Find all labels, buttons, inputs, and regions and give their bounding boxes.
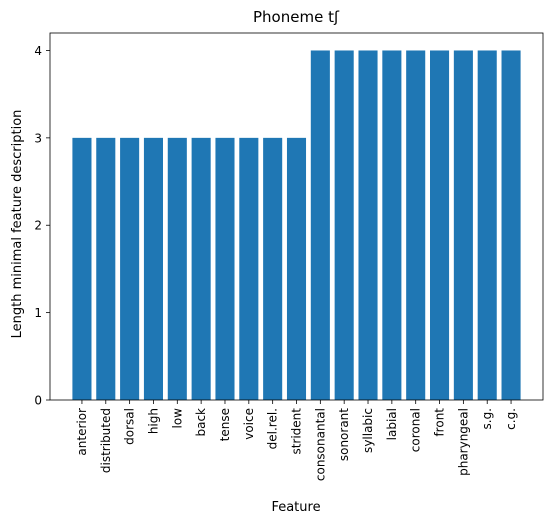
- x-tick-label: strident: [290, 408, 304, 455]
- x-tick-label: c.g.: [504, 408, 518, 430]
- bar-anterior: [72, 137, 92, 400]
- bar-s.g.: [477, 50, 497, 400]
- bar-front: [430, 50, 450, 400]
- bar-labial: [382, 50, 402, 400]
- x-tick-label: coronal: [409, 408, 423, 452]
- x-axis: anterior distributed dorsal high low back tens…: [75, 400, 518, 481]
- x-tick-label: voice: [242, 408, 256, 440]
- bar-coronal: [406, 50, 426, 400]
- bar-syllabic: [358, 50, 378, 400]
- chart-title: Phoneme tʃ: [253, 8, 340, 26]
- plot-frame: [49, 32, 544, 401]
- x-axis-label: Feature: [271, 500, 320, 515]
- bar-c.g.: [501, 50, 521, 400]
- x-tick-label: pharyngeal: [456, 408, 470, 476]
- x-tick-label: consonantal: [313, 408, 327, 481]
- bar-tense: [215, 137, 235, 400]
- x-tick-label: s.g.: [480, 408, 494, 430]
- bar-strident: [286, 137, 307, 400]
- x-tick-label: tense: [218, 408, 232, 441]
- y-tick-label: 0: [34, 394, 42, 408]
- y-tick-label: 2: [34, 219, 42, 233]
- bar-dorsal: [120, 137, 140, 400]
- bar-low: [167, 137, 187, 400]
- bar-high: [143, 137, 163, 400]
- y-tick-label: 4: [34, 44, 42, 58]
- x-tick-label: anterior: [75, 408, 89, 456]
- x-tick-label: labial: [385, 408, 399, 440]
- x-tick-label: dorsal: [123, 408, 137, 445]
- bar-pharyngeal: [453, 50, 473, 400]
- bar-consonantal: [310, 50, 330, 400]
- x-tick-label: syllabic: [361, 408, 375, 453]
- bars-group: [72, 50, 521, 400]
- bar-back: [191, 137, 211, 400]
- y-axis-label: Length minimal feature description: [10, 110, 25, 339]
- x-tick-label: del.rel.: [266, 408, 280, 449]
- x-tick-label: low: [170, 408, 184, 429]
- x-tick-label: sonorant: [337, 408, 351, 461]
- y-tick-label: 1: [34, 306, 42, 320]
- x-tick-label: front: [433, 408, 447, 437]
- y-tick-label: 3: [34, 131, 42, 145]
- bar-del.rel.: [263, 137, 283, 400]
- bar-sonorant: [334, 50, 354, 400]
- x-tick-label: distributed: [99, 408, 113, 473]
- x-tick-label: high: [146, 408, 160, 434]
- bar-distributed: [96, 137, 116, 400]
- bar-voice: [239, 137, 259, 400]
- x-tick-label: back: [194, 408, 208, 437]
- y-axis: 0 1 2 3 4: [34, 44, 50, 408]
